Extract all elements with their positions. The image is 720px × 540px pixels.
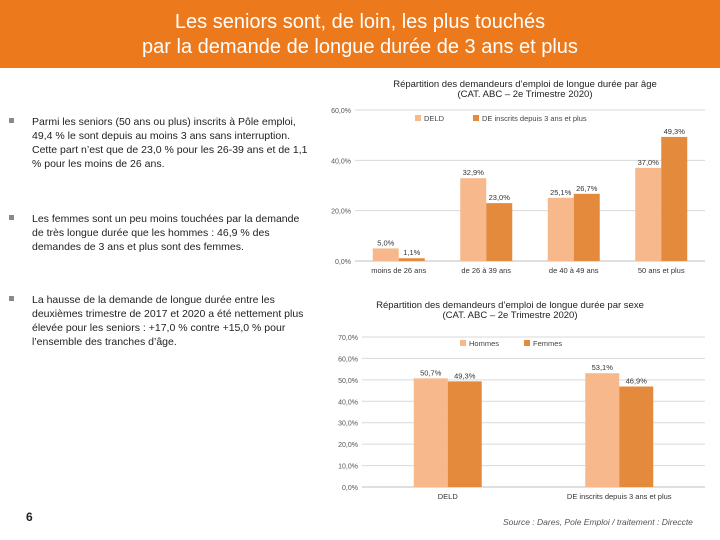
age-chart-title: Répartition des demandeurs d’emploi de l…	[360, 80, 690, 100]
y-tick-label: 60,0%	[338, 356, 358, 363]
data-label: 37,0%	[638, 158, 660, 167]
page-title: Les seniors sont, de loin, les plus touc…	[0, 10, 720, 60]
legend-label: Femmes	[533, 339, 562, 348]
page-title-line1: Les seniors sont, de loin, les plus touc…	[174, 11, 546, 33]
y-tick-label: 20,0%	[338, 442, 358, 449]
page-title-line2: par la demande de longue durée de 3 ans …	[142, 36, 578, 58]
y-tick-label: 50,0%	[338, 378, 358, 385]
data-label: 49,3%	[664, 127, 686, 136]
y-tick-label: 70,0%	[338, 335, 358, 342]
x-tick-label: de 26 à 39 ans	[461, 266, 511, 275]
x-tick-label: DELD	[438, 492, 459, 501]
x-tick-label: moins de 26 ans	[371, 266, 426, 275]
y-tick-label: 40,0%	[338, 399, 358, 406]
bullet-icon	[9, 296, 14, 301]
data-label: 46,9%	[626, 377, 648, 386]
legend-label: DELD	[424, 114, 445, 123]
data-label: 32,9%	[463, 168, 485, 177]
bullet-text: Parmi les seniors (50 ans ou plus) inscr…	[32, 116, 308, 170]
data-label: 53,1%	[592, 363, 614, 372]
bar	[447, 381, 482, 487]
data-label: 1,1%	[403, 248, 420, 257]
bullet-icon	[9, 215, 14, 220]
bar	[573, 193, 600, 261]
age-chart-title-line1: Répartition des demandeurs d’emploi de l…	[393, 79, 657, 90]
y-tick-label: 10,0%	[338, 464, 358, 471]
title-bar	[0, 0, 720, 68]
y-tick-label: 40,0%	[331, 158, 351, 165]
x-tick-label: de 40 à 49 ans	[549, 266, 599, 275]
legend-swatch	[524, 340, 530, 346]
legend-swatch	[473, 115, 479, 121]
legend-label: DE inscrits depuis 3 ans et plus	[482, 114, 587, 123]
bar	[398, 258, 425, 261]
bar	[585, 373, 620, 487]
y-tick-label: 30,0%	[338, 421, 358, 428]
data-label: 26,7%	[576, 184, 598, 193]
page-number: 6	[26, 510, 33, 524]
y-tick-label: 0,0%	[342, 485, 358, 492]
y-tick-label: 20,0%	[331, 209, 351, 216]
bar	[372, 248, 399, 261]
bar	[486, 203, 513, 261]
sex-chart-title-line2: (CAT. ABC – 2e Trimestre 2020)	[442, 310, 578, 321]
bar	[413, 378, 448, 487]
data-label: 25,1%	[550, 188, 572, 197]
age-chart-title-line2: (CAT. ABC – 2e Trimestre 2020)	[457, 89, 593, 100]
source-note: Source : Dares, Pole Emploi / traitement…	[503, 517, 693, 527]
legend-label: Hommes	[469, 339, 499, 348]
sex-chart: 0,0% 10,0% 20,0% 30,0% 40,0% 50,0% 60,0% 70,0% H…	[338, 335, 705, 501]
y-tick-label: 0,0%	[335, 259, 351, 266]
sex-chart-title-line1: Répartition des demandeurs d’emploi de l…	[376, 300, 644, 311]
data-label: 23,0%	[489, 193, 511, 202]
y-tick-label: 60,0%	[331, 108, 351, 115]
age-chart: 0,0% 20,0% 40,0% 60,0% DELD DE inscrits depui…	[331, 108, 705, 275]
bar	[619, 386, 654, 487]
x-tick-label: 50 ans et plus	[638, 266, 685, 275]
x-tick-label: DE inscrits depuis 3 ans et plus	[567, 492, 672, 501]
bar	[635, 167, 662, 261]
data-label: 50,7%	[420, 368, 442, 377]
bullet-text: Les femmes sont un peu moins touchées pa…	[32, 213, 300, 253]
bar	[460, 178, 487, 261]
legend-swatch	[460, 340, 466, 346]
bullet-text: La hausse de la demande de longue durée …	[32, 294, 304, 348]
sex-chart-title: Répartition des demandeurs d’emploi de l…	[340, 301, 680, 321]
data-label: 49,3%	[454, 371, 476, 380]
data-label: 5,0%	[377, 238, 394, 247]
legend-swatch	[415, 115, 421, 121]
bar	[547, 197, 574, 261]
bar	[661, 136, 688, 261]
bullet-icon	[9, 118, 14, 123]
